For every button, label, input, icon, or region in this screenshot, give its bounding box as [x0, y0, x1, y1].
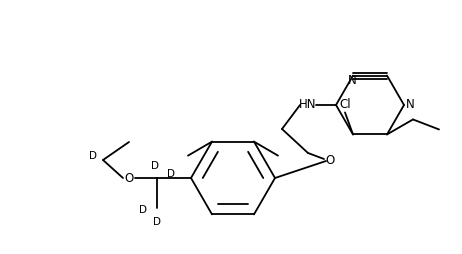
Text: D: D	[167, 169, 175, 179]
Text: Cl: Cl	[339, 98, 351, 111]
Text: N: N	[406, 99, 414, 112]
Text: O: O	[124, 171, 134, 184]
Text: N: N	[347, 74, 356, 87]
Text: D: D	[153, 217, 161, 227]
Text: HN: HN	[299, 99, 317, 112]
Text: D: D	[139, 205, 147, 215]
Text: O: O	[325, 154, 334, 167]
Text: D: D	[89, 151, 97, 161]
Text: D: D	[151, 161, 159, 171]
